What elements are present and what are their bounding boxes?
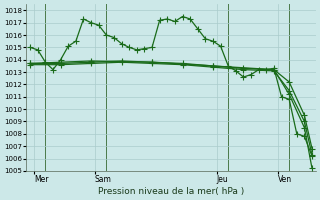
X-axis label: Pression niveau de la mer( hPa ): Pression niveau de la mer( hPa ) xyxy=(98,187,244,196)
